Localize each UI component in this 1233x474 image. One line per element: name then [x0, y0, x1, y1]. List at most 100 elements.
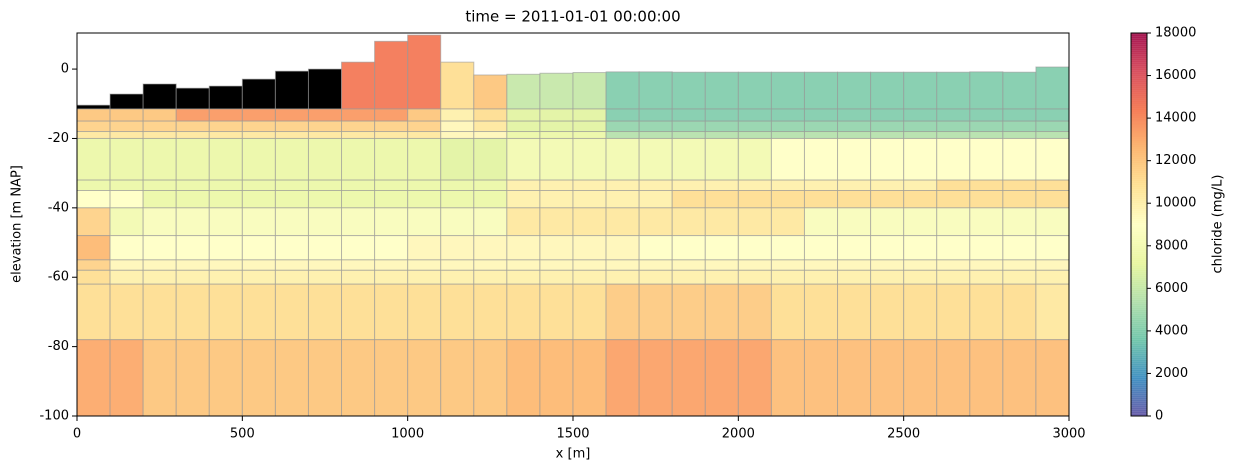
- cell: [704, 190, 739, 209]
- colorbar-swatch: [1131, 112, 1147, 116]
- cell: [473, 131, 508, 139]
- colorbar-swatch: [1131, 250, 1147, 253]
- cell: [506, 73, 541, 110]
- colorbar-swatch: [1131, 120, 1147, 124]
- colorbar-swatch: [1131, 304, 1147, 307]
- colorbar-swatch: [1131, 352, 1147, 355]
- cell: [803, 71, 839, 110]
- cell: [142, 137, 177, 181]
- colorbar-swatch: [1131, 348, 1147, 351]
- colorbar-swatch: [1131, 414, 1147, 417]
- cell: [374, 269, 409, 285]
- cell: [307, 339, 343, 416]
- cell: [539, 207, 574, 237]
- colorbar-swatch: [1131, 232, 1147, 235]
- cell: [1002, 259, 1037, 271]
- cell: [241, 207, 276, 237]
- cell: [903, 235, 938, 261]
- colorbar-swatch: [1131, 44, 1147, 48]
- cell: [175, 87, 210, 110]
- cell: [539, 131, 574, 139]
- x-tick-label: 500: [230, 427, 255, 442]
- cell: [572, 120, 607, 133]
- cell: [307, 207, 343, 237]
- colorbar-label: chloride (mg/L): [1211, 175, 1226, 274]
- cell: [936, 207, 971, 237]
- colorbar-swatch: [1131, 274, 1147, 277]
- colorbar-swatch: [1131, 58, 1147, 62]
- cell: [109, 120, 144, 133]
- cell: [473, 190, 508, 209]
- colorbar-swatch: [1131, 318, 1147, 321]
- cell: [936, 120, 971, 133]
- cell: [539, 137, 574, 181]
- cell: [1002, 190, 1037, 209]
- colorbar-swatch: [1131, 220, 1147, 224]
- cell: [208, 120, 243, 133]
- cell: [936, 137, 971, 181]
- colorbar-swatch: [1131, 188, 1147, 192]
- cell: [1035, 137, 1069, 181]
- cell: [803, 259, 839, 271]
- colorbar-swatch: [1131, 390, 1147, 393]
- colorbar-swatch: [1131, 312, 1147, 315]
- colorbar-swatch: [1131, 102, 1147, 106]
- cell: [671, 120, 706, 133]
- cell: [837, 235, 872, 261]
- cell: [77, 235, 111, 261]
- cell: [407, 108, 442, 122]
- cell: [307, 137, 343, 181]
- cell: [241, 179, 276, 192]
- colorbar-swatch: [1131, 252, 1147, 255]
- cell: [837, 190, 872, 209]
- colorbar-swatch: [1131, 94, 1147, 98]
- cell: [142, 83, 177, 110]
- cell: [704, 120, 739, 133]
- cell: [77, 120, 111, 133]
- colorbar-swatch: [1131, 410, 1147, 413]
- cell: [671, 269, 706, 285]
- colorbar-swatch: [1131, 136, 1147, 140]
- colorbar-swatch: [1131, 300, 1147, 303]
- cell: [208, 137, 243, 181]
- cell: [208, 207, 243, 237]
- cell: [704, 283, 739, 341]
- cell: [440, 207, 475, 237]
- cell: [274, 137, 309, 181]
- colorbar-swatch: [1131, 406, 1147, 409]
- cell: [704, 259, 739, 271]
- cell: [870, 339, 905, 416]
- cell: [307, 68, 343, 110]
- colorbar-swatch: [1131, 240, 1147, 243]
- colorbar-swatch: [1131, 164, 1147, 168]
- colorbar-swatch: [1131, 394, 1147, 397]
- cell: [241, 78, 276, 110]
- colorbar-swatch: [1131, 130, 1147, 134]
- cell: [969, 259, 1004, 271]
- cell: [77, 108, 111, 122]
- colorbar-swatch: [1131, 152, 1147, 156]
- colorbar-swatch: [1131, 178, 1147, 182]
- colorbar-swatch: [1131, 186, 1147, 190]
- cell: [969, 179, 1004, 192]
- colorbar-swatch: [1131, 192, 1147, 196]
- cell: [638, 269, 673, 285]
- cell: [1035, 190, 1069, 209]
- cell: [1002, 283, 1037, 341]
- cell: [770, 131, 805, 139]
- colorbar-tick-label: 8000: [1155, 238, 1188, 253]
- colorbar-swatch: [1131, 208, 1147, 212]
- cell: [407, 179, 442, 192]
- cell: [374, 235, 409, 261]
- cell: [175, 131, 210, 139]
- colorbar-swatch: [1131, 242, 1147, 245]
- colorbar-swatch: [1131, 344, 1147, 347]
- cell: [539, 190, 574, 209]
- cell: [704, 207, 739, 237]
- colorbar-swatch: [1131, 98, 1147, 102]
- cell: [175, 269, 210, 285]
- colorbar-swatch: [1131, 264, 1147, 267]
- colorbar-swatch: [1131, 158, 1147, 162]
- cell: [737, 120, 772, 133]
- cell: [274, 108, 309, 122]
